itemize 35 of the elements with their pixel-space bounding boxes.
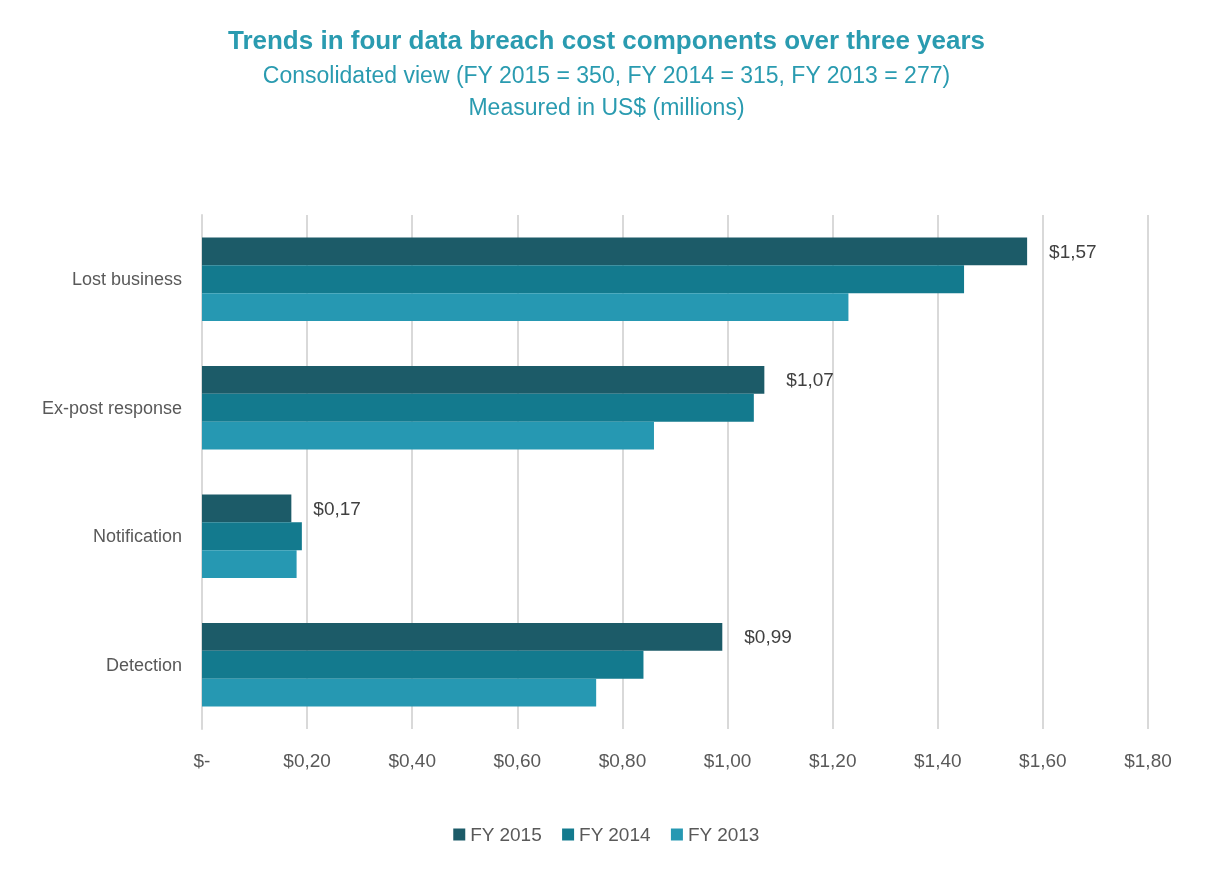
bar	[202, 293, 849, 322]
chart-title: Trends in four data breach cost components over three years	[227, 25, 986, 55]
legend-label: FY 2014	[579, 824, 651, 845]
bar	[202, 421, 654, 450]
x-tick-label: $0,40	[388, 750, 436, 771]
bar	[202, 393, 754, 422]
y-tick-label: Lost business	[71, 269, 182, 290]
x-tick-label: $0,20	[283, 750, 331, 771]
bar	[202, 522, 302, 551]
legend-label: FY 2013	[687, 824, 760, 845]
x-tick-label: $1,20	[808, 750, 857, 771]
data-label: $0,99	[744, 626, 792, 648]
x-tick-label: $1,80	[1124, 750, 1172, 771]
bar	[202, 265, 965, 294]
data-label: $1,07	[786, 369, 834, 391]
bar	[202, 550, 297, 579]
legend-label: FY 2015	[470, 824, 542, 845]
x-tick-label: $-	[193, 750, 211, 771]
data-label: $0,17	[313, 497, 361, 519]
x-tick-label: $1,60	[1019, 750, 1067, 771]
x-tick-label: $1,00	[703, 750, 752, 771]
y-tick-label: Ex-post response	[41, 397, 182, 418]
y-tick-label: Notification	[92, 526, 182, 547]
bar	[202, 237, 1028, 266]
x-tick-label: $0,80	[598, 750, 647, 771]
bar	[202, 365, 765, 394]
y-tick-label: Detection	[105, 654, 182, 675]
data-label: $1,57	[1049, 240, 1097, 262]
bar	[202, 622, 723, 651]
x-tick-label: $0,60	[493, 750, 542, 771]
bar	[202, 678, 597, 707]
x-tick-label: $1,40	[914, 750, 962, 771]
bar	[202, 494, 292, 523]
chart-subtitle: Consolidated view (FY 2015 = 350, FY 2014 = 315, FY 2013 = 277) Measured in US$ (millions)	[262, 62, 951, 120]
bar	[202, 650, 644, 679]
